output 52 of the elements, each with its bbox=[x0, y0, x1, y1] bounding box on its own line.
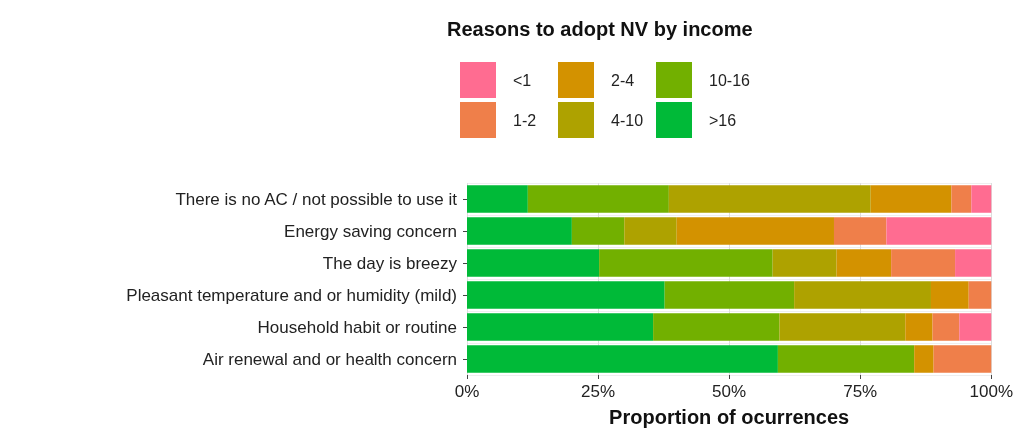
x-tick-label: 0% bbox=[454, 382, 480, 401]
bar bbox=[930, 281, 969, 309]
bar bbox=[676, 217, 834, 245]
bar bbox=[836, 249, 892, 277]
bar bbox=[968, 281, 992, 309]
x-tick-label: 100% bbox=[969, 382, 1013, 401]
bar bbox=[971, 185, 992, 213]
legend-label: 2-4 bbox=[611, 71, 635, 89]
legend-label: <1 bbox=[513, 71, 532, 89]
y-tick-label: There is no AC / not possible to use it bbox=[175, 189, 458, 209]
bar bbox=[886, 217, 992, 245]
x-axis-title: Proportion of ocurrences bbox=[609, 406, 850, 428]
bar bbox=[932, 313, 960, 341]
bar bbox=[833, 217, 887, 245]
bar bbox=[914, 345, 934, 373]
bar bbox=[653, 313, 780, 341]
bar bbox=[467, 313, 654, 341]
bar bbox=[779, 313, 906, 341]
bar bbox=[959, 313, 992, 341]
bar bbox=[870, 185, 952, 213]
bar bbox=[467, 217, 572, 245]
y-tick-label: The day is breezy bbox=[322, 253, 458, 273]
bar bbox=[571, 217, 625, 245]
bar bbox=[599, 249, 773, 277]
bar bbox=[777, 345, 915, 373]
x-tick-label: 75% bbox=[843, 382, 878, 401]
legend-label: >16 bbox=[709, 111, 737, 129]
bar bbox=[905, 313, 933, 341]
bar bbox=[891, 249, 956, 277]
bar bbox=[467, 249, 600, 277]
x-tick-label: 50% bbox=[712, 382, 747, 401]
chart-title: Reasons to adopt NV by income bbox=[447, 18, 753, 40]
bar bbox=[772, 249, 837, 277]
y-tick-label: Air renewal and or health concern bbox=[202, 349, 457, 369]
bar bbox=[668, 185, 871, 213]
bar bbox=[527, 185, 669, 213]
bar bbox=[467, 281, 665, 309]
y-tick-label: Pleasant temperature and or humidity (mild) bbox=[126, 285, 457, 305]
legend-label: 4-10 bbox=[611, 111, 644, 129]
bar bbox=[794, 281, 931, 309]
x-tick-label: 25% bbox=[581, 382, 616, 401]
legend-label: 10-16 bbox=[709, 71, 751, 89]
bar bbox=[624, 217, 677, 245]
y-tick-label: Household habit or routine bbox=[257, 317, 457, 337]
bar bbox=[933, 345, 992, 373]
bar bbox=[951, 185, 972, 213]
bar bbox=[955, 249, 992, 277]
bar bbox=[467, 345, 778, 373]
y-tick-label: Energy saving concern bbox=[284, 221, 457, 241]
bar bbox=[467, 185, 528, 213]
legend-label: 1-2 bbox=[513, 111, 537, 129]
bar bbox=[664, 281, 795, 309]
